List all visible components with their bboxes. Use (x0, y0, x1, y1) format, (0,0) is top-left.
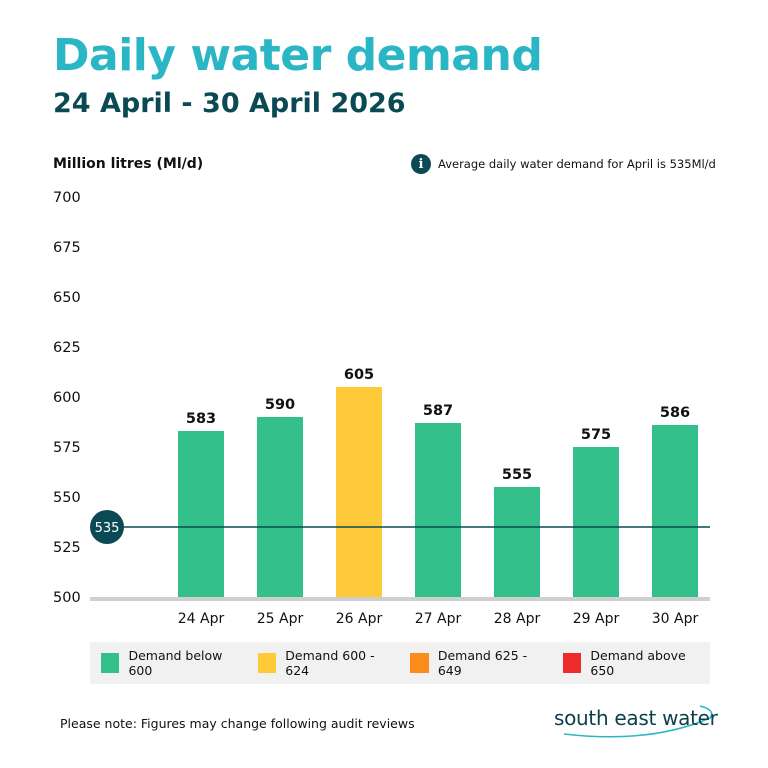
bar (257, 417, 303, 597)
bar (178, 431, 224, 597)
y-tick-label: 575 (53, 440, 81, 456)
bar (336, 387, 382, 597)
legend-item: Demand 600 - 624 (257, 648, 394, 678)
x-tick-label: 30 Apr (652, 611, 699, 627)
average-marker (90, 510, 124, 544)
y-tick-label: 600 (53, 390, 81, 406)
y-tick-label: 500 (53, 590, 81, 606)
bar-value-label: 586 (660, 405, 690, 421)
bar-value-label: 587 (423, 403, 453, 419)
x-tick-label: 28 Apr (494, 611, 541, 627)
x-tick-label: 26 Apr (336, 611, 383, 627)
legend-label: Demand above 650 (590, 648, 686, 678)
average-note-text: Average daily water demand for April is … (438, 157, 716, 171)
bar (494, 487, 540, 597)
average-marker-label: 535 (95, 521, 120, 536)
x-tick-label: 27 Apr (415, 611, 462, 627)
info-icon: i (411, 154, 431, 174)
legend-label: Demand 600 - 624 (285, 648, 375, 678)
average-note: i Average daily water demand for April i… (411, 154, 716, 174)
legend-label: Demand 625 - 649 (437, 648, 528, 678)
legend-item: Demand 625 - 649 (410, 648, 546, 678)
legend-label: Demand below 600 (128, 648, 223, 678)
y-tick-label: 675 (53, 240, 81, 256)
bar (415, 423, 461, 597)
legend-swatch (410, 653, 429, 673)
y-tick-label: 525 (53, 540, 81, 556)
bar-value-label: 605 (344, 367, 374, 383)
y-tick-label: 700 (53, 190, 81, 206)
footnote: Please note: Figures may change followin… (60, 716, 415, 731)
y-tick-label: 625 (53, 340, 81, 356)
y-tick-label: 650 (53, 290, 81, 306)
logo-swoosh-icon (563, 705, 713, 738)
bar-value-label: 590 (265, 397, 295, 413)
x-tick-label: 24 Apr (178, 611, 225, 627)
bar (652, 425, 698, 597)
bar-chart: 500 525 550 575 600 625 650 675 700 583 24 Apr 590 2… (53, 190, 710, 627)
y-tick-label: 550 (53, 490, 81, 506)
legend-swatch (562, 653, 582, 673)
legend-item: Demand below 600 (101, 648, 241, 678)
bar (573, 447, 619, 597)
x-tick-label: 29 Apr (573, 611, 620, 627)
chart-title: Daily water demand (53, 30, 543, 81)
y-axis-label: Million litres (Ml/d) (53, 156, 204, 172)
bar-value-label: 555 (502, 467, 532, 483)
chart-subtitle: 24 April - 30 April 2026 (53, 88, 406, 119)
brand-logo: south east water (554, 706, 718, 730)
bar-value-label: 575 (581, 427, 611, 443)
legend-item: Demand above 650 (562, 648, 704, 678)
bar-value-label: 583 (186, 411, 216, 427)
x-tick-label: 25 Apr (257, 611, 304, 627)
legend-swatch (101, 653, 120, 673)
x-axis-baseline (90, 597, 710, 601)
legend-swatch (257, 653, 277, 673)
legend: Demand below 600 Demand 600 - 624 Demand… (90, 642, 710, 684)
